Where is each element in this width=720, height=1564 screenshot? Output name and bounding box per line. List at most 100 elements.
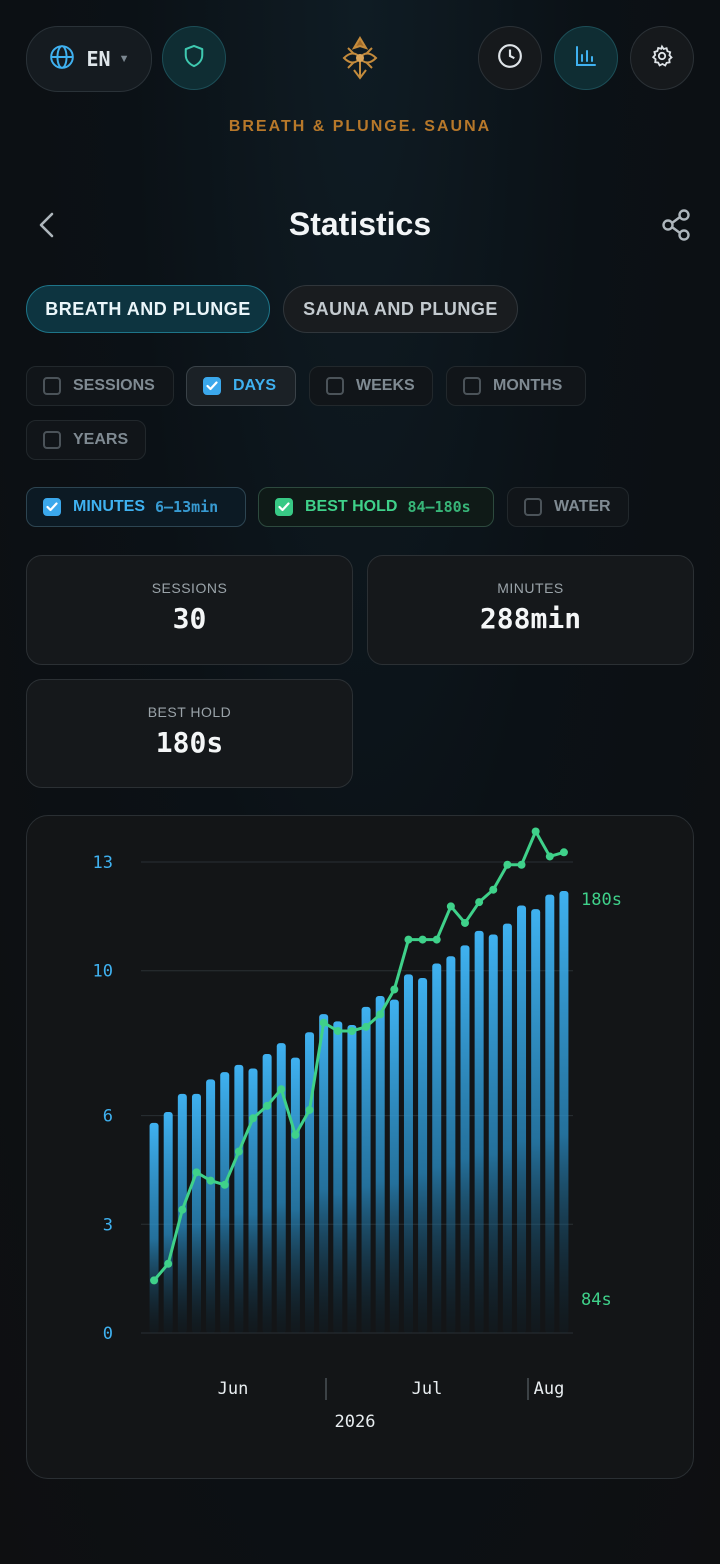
- filter-label: SESSIONS: [73, 377, 155, 394]
- minutes-bar: [290, 1057, 300, 1333]
- settings-button[interactable]: [630, 26, 694, 90]
- stat-value: 288min: [479, 602, 582, 635]
- best-hold-point: [432, 935, 441, 944]
- best-hold-min-label: 84s: [581, 1290, 612, 1310]
- brand-title: BREATH & PLUNGE. SAUNA: [228, 118, 492, 135]
- x-year-label: 2026: [335, 1412, 376, 1432]
- best-hold-point: [178, 1205, 187, 1214]
- minutes-bar: [446, 956, 456, 1333]
- best-hold-max-label: 180s: [581, 890, 622, 910]
- metric-label: MINUTES: [73, 498, 145, 515]
- checkbox[interactable]: [463, 377, 481, 395]
- best-hold-point: [517, 860, 526, 869]
- checkbox-checked[interactable]: [43, 498, 61, 516]
- privacy-button[interactable]: [162, 26, 226, 90]
- y-tick-label: 0: [103, 1324, 113, 1344]
- best-hold-point: [531, 827, 540, 836]
- globe-icon: [49, 44, 75, 75]
- minutes-bar: [248, 1068, 258, 1333]
- best-hold-point: [362, 1022, 371, 1031]
- best-hold-point: [277, 1085, 286, 1094]
- metric-best-hold[interactable]: BEST HOLD 84–180s: [258, 487, 494, 527]
- share-button[interactable]: [660, 208, 696, 244]
- minutes-bar: [375, 996, 385, 1333]
- best-hold-point: [446, 902, 455, 911]
- best-hold-point: [206, 1176, 215, 1185]
- filter-years[interactable]: YEARS: [26, 420, 146, 460]
- minutes-bar: [418, 977, 428, 1333]
- metric-label: BEST HOLD: [305, 498, 398, 515]
- minutes-bar: [361, 1006, 371, 1333]
- tab-sauna-and-plunge[interactable]: SAUNA AND PLUNGE: [283, 285, 518, 333]
- minutes-bar: [305, 1032, 315, 1333]
- statistics-button[interactable]: [554, 26, 618, 90]
- checkbox[interactable]: [43, 431, 61, 449]
- minutes-bar: [276, 1043, 286, 1333]
- best-hold-point: [305, 1105, 314, 1114]
- filter-sessions[interactable]: SESSIONS: [26, 366, 174, 406]
- best-hold-point: [220, 1180, 229, 1189]
- best-hold-point: [376, 1010, 385, 1019]
- minutes-bar: [488, 934, 498, 1333]
- minutes-bar: [163, 1111, 173, 1333]
- tab-breath-and-plunge[interactable]: BREATH AND PLUNGE: [26, 285, 270, 333]
- tab-label: BREATH AND PLUNGE: [45, 298, 251, 319]
- filter-days[interactable]: DAYS: [186, 366, 296, 406]
- best-hold-point: [489, 885, 498, 894]
- minutes-bar: [262, 1054, 272, 1333]
- minutes-bar: [319, 1014, 329, 1333]
- filter-months[interactable]: MONTHS: [446, 366, 586, 406]
- metric-label: WATER: [554, 498, 611, 515]
- clock-icon: [497, 43, 523, 74]
- metric-water[interactable]: WATER: [507, 487, 629, 527]
- statistics-chart: 13 10 6 3 0 180s 84s Jun Jul Aug 2026: [93, 827, 622, 1432]
- history-button[interactable]: [478, 26, 542, 90]
- back-button[interactable]: [32, 208, 62, 242]
- filter-label: YEARS: [73, 431, 129, 448]
- minutes-bar: [559, 890, 569, 1333]
- filter-weeks[interactable]: WEEKS: [309, 366, 433, 406]
- best-hold-point: [263, 1101, 272, 1110]
- best-hold-point: [319, 1018, 328, 1027]
- chart-card: 13 10 6 3 0 180s 84s Jun Jul Aug 2026: [26, 815, 694, 1479]
- minutes-bar: [234, 1064, 244, 1333]
- best-hold-point: [291, 1130, 300, 1139]
- shield-icon: [183, 44, 205, 73]
- chevron-down-icon: ▼: [118, 53, 130, 65]
- best-hold-point: [150, 1276, 159, 1285]
- language-code: EN: [86, 47, 111, 71]
- checkbox-checked[interactable]: [203, 377, 221, 395]
- stat-card-sessions: SESSIONS 30: [26, 555, 353, 665]
- checkbox[interactable]: [43, 377, 61, 395]
- best-hold-point: [390, 985, 399, 994]
- stat-label: SESSIONS: [151, 580, 228, 596]
- language-selector[interactable]: EN ▼: [26, 26, 152, 92]
- stat-label: BEST HOLD: [147, 704, 232, 720]
- gear-icon: [650, 43, 674, 73]
- y-tick-label: 6: [103, 1107, 113, 1127]
- x-month-label: Jul: [412, 1379, 443, 1399]
- checkbox[interactable]: [326, 377, 344, 395]
- minutes-bar: [149, 1122, 159, 1333]
- chevron-left-icon: [32, 212, 62, 246]
- best-hold-point: [347, 1027, 356, 1035]
- minutes-bar: [333, 1021, 343, 1333]
- minutes-bar: [474, 930, 484, 1333]
- filter-label: MONTHS: [493, 377, 563, 394]
- metric-minutes[interactable]: MINUTES 6–13min: [26, 487, 246, 527]
- minutes-bar: [389, 999, 399, 1333]
- metric-range: 84–180s: [407, 498, 471, 516]
- filter-label: WEEKS: [356, 377, 415, 394]
- best-hold-point: [418, 935, 427, 944]
- best-hold-point: [164, 1259, 173, 1268]
- stat-value: 180s: [155, 726, 224, 759]
- x-month-label: Jun: [218, 1379, 249, 1399]
- best-hold-point: [234, 1147, 243, 1156]
- minutes-bar: [502, 923, 512, 1333]
- minutes-bar: [460, 945, 470, 1333]
- stat-label: MINUTES: [497, 580, 564, 596]
- checkbox-checked[interactable]: [275, 498, 293, 516]
- minutes-bar: [531, 909, 541, 1333]
- checkbox[interactable]: [524, 498, 542, 516]
- metric-range: 6–13min: [155, 498, 219, 516]
